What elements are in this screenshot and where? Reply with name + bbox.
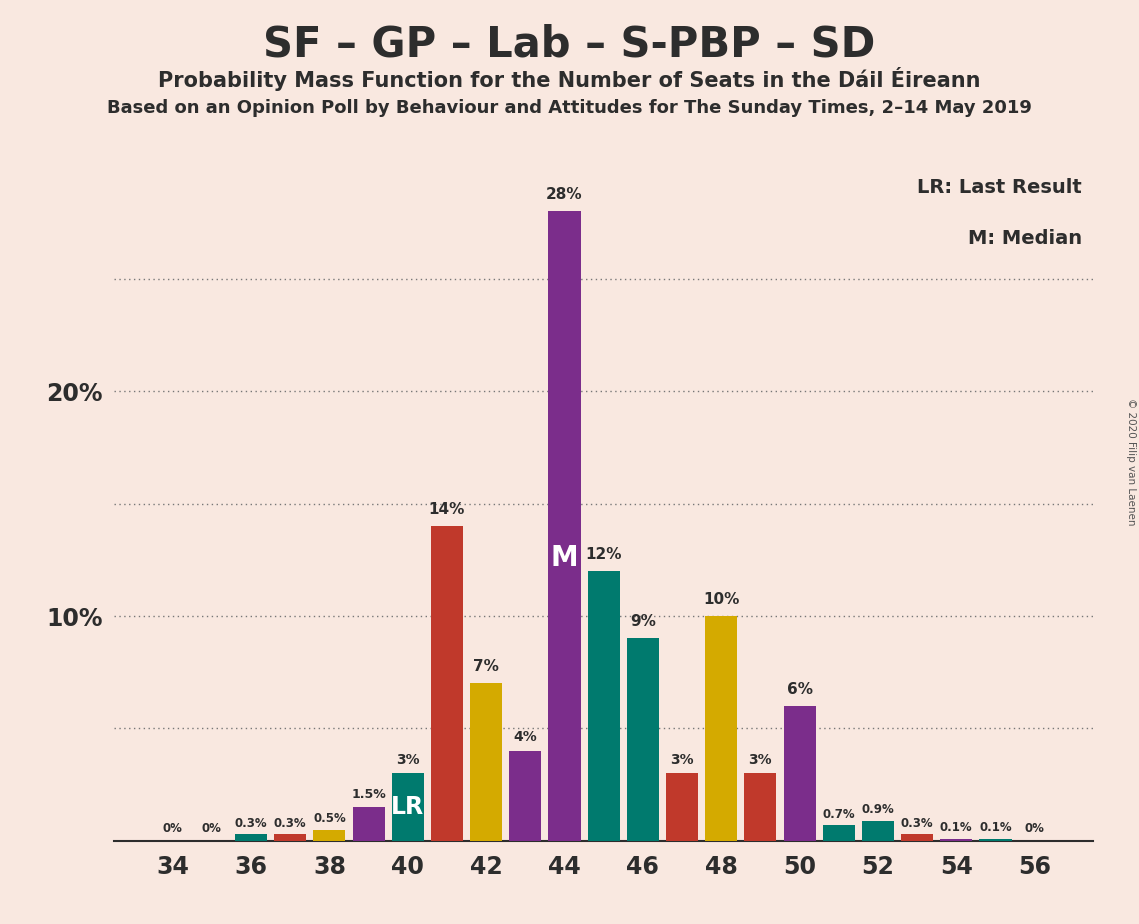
Bar bbox=[431, 526, 464, 841]
Text: M: M bbox=[550, 543, 579, 572]
Bar bbox=[784, 706, 816, 841]
Text: M: Median: M: Median bbox=[967, 229, 1082, 249]
Text: LR: LR bbox=[391, 796, 425, 819]
Text: 7%: 7% bbox=[473, 660, 499, 675]
Bar bbox=[705, 616, 737, 841]
Bar bbox=[980, 839, 1011, 841]
Bar bbox=[862, 821, 894, 841]
Text: 0.3%: 0.3% bbox=[273, 817, 306, 830]
Text: Based on an Opinion Poll by Behaviour and Attitudes for The Sunday Times, 2–14 M: Based on an Opinion Poll by Behaviour an… bbox=[107, 99, 1032, 116]
Text: 0.9%: 0.9% bbox=[861, 803, 894, 816]
Text: 0.3%: 0.3% bbox=[901, 817, 934, 830]
Bar bbox=[822, 825, 855, 841]
Text: 28%: 28% bbox=[547, 188, 583, 202]
Bar bbox=[509, 751, 541, 841]
Text: 0%: 0% bbox=[202, 822, 222, 835]
Bar bbox=[901, 834, 933, 841]
Text: 3%: 3% bbox=[396, 753, 419, 767]
Text: © 2020 Filip van Laenen: © 2020 Filip van Laenen bbox=[1126, 398, 1136, 526]
Text: 0.1%: 0.1% bbox=[940, 821, 973, 834]
Text: 0.5%: 0.5% bbox=[313, 812, 346, 825]
Bar bbox=[588, 571, 620, 841]
Bar bbox=[392, 773, 424, 841]
Text: 12%: 12% bbox=[585, 547, 622, 562]
Text: 0.7%: 0.7% bbox=[822, 808, 855, 821]
Text: 10%: 10% bbox=[703, 592, 739, 607]
Text: 3%: 3% bbox=[670, 753, 694, 767]
Bar bbox=[274, 834, 306, 841]
Bar bbox=[744, 773, 777, 841]
Text: 0%: 0% bbox=[1025, 822, 1044, 835]
Bar bbox=[313, 830, 345, 841]
Text: 1.5%: 1.5% bbox=[351, 788, 386, 801]
Bar bbox=[548, 212, 581, 841]
Text: 0.1%: 0.1% bbox=[980, 821, 1011, 834]
Text: 6%: 6% bbox=[787, 682, 812, 697]
Bar bbox=[470, 684, 502, 841]
Text: Probability Mass Function for the Number of Seats in the Dáil Éireann: Probability Mass Function for the Number… bbox=[158, 67, 981, 91]
Bar bbox=[940, 839, 973, 841]
Bar bbox=[352, 808, 385, 841]
Text: 0%: 0% bbox=[163, 822, 182, 835]
Text: 3%: 3% bbox=[748, 753, 772, 767]
Text: 0.3%: 0.3% bbox=[235, 817, 268, 830]
Text: LR: Last Result: LR: Last Result bbox=[917, 177, 1082, 197]
Bar bbox=[235, 834, 268, 841]
Bar bbox=[666, 773, 698, 841]
Text: SF – GP – Lab – S-PBP – SD: SF – GP – Lab – S-PBP – SD bbox=[263, 23, 876, 65]
Text: 4%: 4% bbox=[514, 730, 538, 744]
Bar bbox=[626, 638, 659, 841]
Text: 9%: 9% bbox=[630, 614, 656, 629]
Text: 14%: 14% bbox=[428, 502, 465, 517]
